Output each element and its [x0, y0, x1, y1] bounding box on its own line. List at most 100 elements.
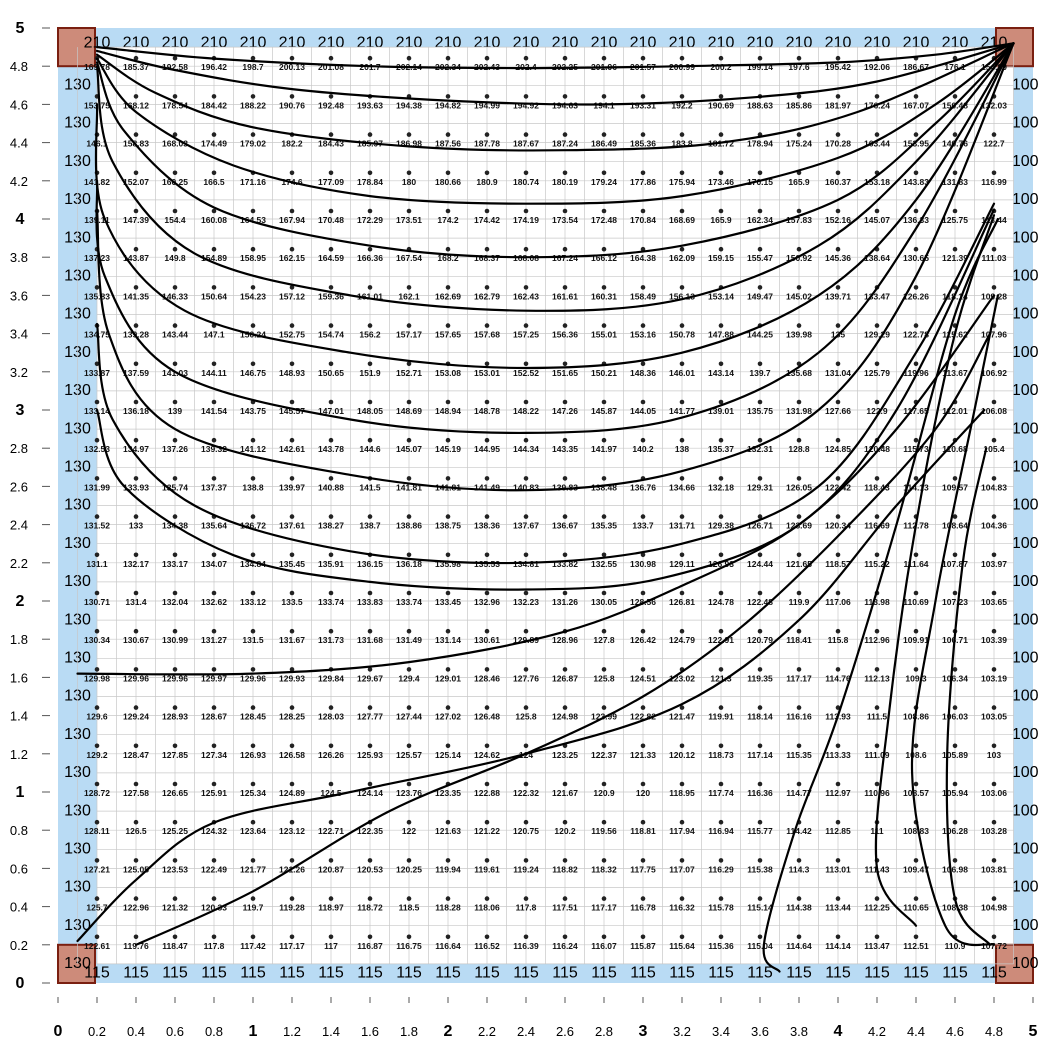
node-value: 133.17 [162, 559, 188, 569]
node-value: 122.71 [318, 826, 344, 836]
node-value: 106.03 [942, 712, 968, 722]
node-value: 180.66 [435, 177, 461, 187]
node-value: 160.08 [201, 215, 227, 225]
node-value: 148.94 [435, 406, 461, 416]
node-value: 126.05 [786, 482, 812, 492]
node-value: 200.2 [710, 62, 732, 72]
node-point [172, 781, 178, 787]
node-value: 136.18 [123, 406, 149, 416]
node-value: 130.05 [591, 597, 617, 607]
node-value: 103.06 [981, 788, 1007, 798]
node-point [991, 552, 997, 558]
node-value: 133.47 [864, 291, 890, 301]
node-value: 135.37 [708, 444, 734, 454]
x-tick-label: 4.2 [868, 1024, 886, 1039]
x-tick-label: 3.4 [712, 1024, 730, 1039]
node-value: 185.36 [630, 139, 656, 149]
node-point [328, 552, 334, 558]
node-value: 192.2 [671, 100, 693, 110]
node-point [523, 858, 529, 863]
streamline [945, 447, 992, 946]
node-point [172, 590, 178, 596]
node-value: 128.96 [552, 635, 578, 645]
node-point [601, 667, 607, 672]
node-value: 150.64 [201, 291, 227, 301]
node-value: 133.83 [357, 597, 383, 607]
node-value: 129.89 [513, 635, 539, 645]
node-point [523, 552, 529, 558]
x-tick-label: 1.4 [322, 1024, 340, 1039]
streamline [76, 408, 986, 943]
x-tick-label: 4.8 [985, 1024, 1003, 1039]
right-boundary-value: 100 [1012, 841, 1039, 858]
node-point [796, 476, 802, 481]
node-point [835, 437, 841, 443]
node-value: 126.71 [747, 521, 773, 531]
node-point [913, 246, 919, 252]
node-value: 162.1 [398, 291, 420, 301]
node-value: 155.01 [591, 330, 617, 340]
right-boundary-value: 100 [1012, 802, 1039, 819]
node-value: 116.39 [513, 941, 539, 951]
node-value: 144.95 [474, 444, 500, 454]
node-point [406, 667, 412, 672]
node-value: 115.14 [747, 903, 773, 913]
node-value: 177.86 [630, 177, 656, 187]
node-point [445, 437, 451, 443]
right-boundary-value: 100 [1012, 77, 1039, 94]
node-value: 121.67 [552, 788, 578, 798]
node-point [289, 323, 295, 328]
node-value: 121.33 [630, 750, 656, 760]
node-point [757, 55, 763, 61]
node-point [640, 361, 646, 367]
node-point [250, 55, 256, 61]
node-point [640, 628, 646, 634]
node-point [94, 437, 100, 443]
node-value: 103 [987, 750, 1001, 760]
y-tick-label: 5 [16, 20, 25, 37]
streamline [95, 42, 1015, 106]
node-point [211, 552, 217, 558]
node-value: 123.35 [435, 788, 461, 798]
node-value: 158.49 [630, 291, 656, 301]
node-value: 133 [129, 521, 143, 531]
node-point [133, 781, 139, 787]
node-value: 143.75 [240, 406, 266, 416]
node-value: 139.28 [123, 330, 149, 340]
y-tick-label: 1.6 [10, 670, 28, 685]
node-point [874, 628, 880, 634]
node-value: 144.34 [513, 444, 539, 454]
node-value: 178.54 [162, 100, 188, 110]
node-point [406, 552, 412, 558]
node-value: 122.82 [630, 712, 656, 722]
node-value: 106.98 [942, 864, 968, 874]
node-point [679, 743, 685, 749]
node-value: 119.28 [279, 903, 305, 913]
node-point [679, 437, 685, 443]
node-point [133, 246, 139, 252]
node-point [523, 667, 529, 672]
node-value: 162.43 [513, 291, 539, 301]
bottom-boundary-value: 115 [357, 965, 383, 982]
node-value: 119.61 [474, 864, 500, 874]
node-point [367, 934, 373, 940]
node-point [835, 743, 841, 749]
x-tick-label: 1 [249, 1023, 258, 1040]
node-value: 128.45 [240, 712, 266, 722]
node-point [172, 208, 178, 214]
node-value: 127.76 [513, 673, 539, 683]
node-point [406, 476, 412, 481]
node-point [601, 323, 607, 328]
node-value: 127.02 [435, 712, 461, 722]
node-point [523, 170, 529, 176]
node-point [406, 819, 412, 825]
bottom-boundary-value: 115 [630, 965, 656, 982]
node-point [250, 285, 256, 290]
node-point [445, 628, 451, 634]
right-boundary-value: 100 [1012, 497, 1039, 514]
node-point [991, 705, 997, 710]
node-point [601, 858, 607, 863]
node-point [484, 285, 490, 290]
node-value: 118.57 [825, 559, 851, 569]
node-point [289, 896, 295, 901]
